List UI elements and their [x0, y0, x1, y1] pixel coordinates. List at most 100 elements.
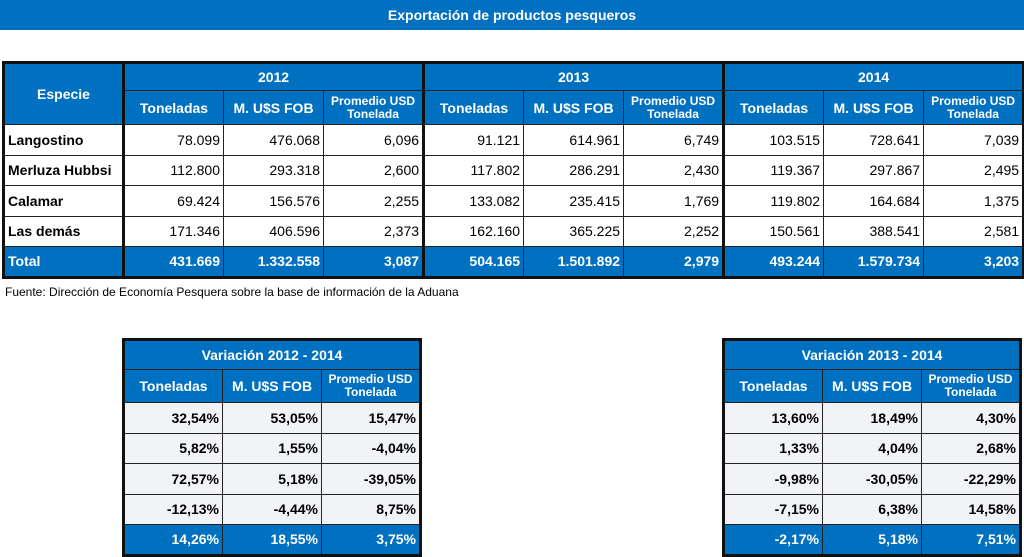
- value-cell: 235.415: [523, 185, 625, 217]
- percent-cell: 13,60%: [723, 402, 823, 434]
- total-cell: 5,18%: [822, 524, 922, 556]
- value-cell: 91.121: [422, 124, 525, 156]
- table-row: 5,82% 1,55% -4,04%: [123, 432, 421, 464]
- value-cell: 1,769: [623, 185, 725, 217]
- percent-cell: 72,57%: [123, 463, 223, 495]
- percent-cell: -30,05%: [822, 463, 922, 495]
- value-cell: 1,375: [923, 185, 1024, 217]
- value-cell: 164.684: [823, 185, 925, 217]
- value-cell: 297.867: [823, 154, 925, 186]
- percent-cell: 2,68%: [921, 432, 1021, 464]
- year-header: 2012: [121, 62, 425, 91]
- value-cell: 6,096: [322, 124, 425, 156]
- total-cell: 1.332.558: [223, 246, 324, 278]
- species-name: Merluza Hubbsi: [3, 154, 124, 186]
- page-title: Exportación de productos pesqueros: [0, 0, 1024, 30]
- source-note: Fuente: Dirección de Economía Pesquera s…: [5, 285, 459, 299]
- percent-cell: 14,58%: [921, 493, 1021, 525]
- percent-cell: 15,47%: [321, 402, 421, 434]
- column-header: Promedio USD Tonelada: [623, 90, 725, 125]
- value-cell: 293.318: [223, 154, 324, 186]
- value-cell: 476.068: [223, 124, 324, 156]
- percent-cell: 4,30%: [921, 402, 1021, 434]
- percent-cell: 18,49%: [822, 402, 922, 434]
- percent-cell: 5,18%: [222, 463, 322, 495]
- value-cell: 117.802: [422, 154, 525, 186]
- value-cell: 6,749: [623, 124, 725, 156]
- value-cell: 2,581: [923, 215, 1024, 247]
- species-name: Calamar: [3, 185, 124, 217]
- value-cell: 162.160: [422, 215, 525, 247]
- variation-table-2012-2014: Variación 2012 - 2014 Toneladas M. U$S FOB…: [122, 338, 422, 557]
- column-header: M. U$S FOB: [222, 369, 322, 403]
- column-header: Toneladas: [123, 369, 223, 403]
- value-cell: 286.291: [523, 154, 625, 186]
- table-row: 13,60% 18,49% 4,30%: [723, 402, 1021, 434]
- table-row: -12,13% -4,44% 8,75%: [123, 493, 421, 525]
- total-cell: -2,17%: [723, 524, 823, 556]
- value-cell: 728.641: [823, 124, 925, 156]
- percent-cell: -4,04%: [321, 432, 421, 464]
- column-header: M. U$S FOB: [823, 90, 925, 125]
- percent-cell: -9,98%: [723, 463, 823, 495]
- percent-cell: 6,38%: [822, 493, 922, 525]
- percent-cell: 1,33%: [723, 432, 823, 464]
- table-row: Merluza Hubbsi 112.800 293.318 2,600 117.802…: [3, 154, 1024, 186]
- column-header: Promedio USD Tonelada: [923, 90, 1024, 125]
- value-cell: 2,430: [623, 154, 725, 186]
- exports-table: Especie 2012 2013 2014 Toneladas M. U$S FOB Pr…: [2, 61, 1024, 279]
- total-cell: 2,979: [623, 246, 725, 278]
- year-header: 2013: [422, 62, 725, 91]
- total-cell: 7,51%: [921, 524, 1021, 556]
- table-row: 1,33% 4,04% 2,68%: [723, 432, 1021, 464]
- variation-title: Variación 2012 - 2014: [123, 339, 421, 370]
- value-cell: 69.424: [122, 185, 224, 217]
- percent-cell: -39,05%: [321, 463, 421, 495]
- percent-cell: 53,05%: [222, 402, 322, 434]
- table-row: Las demás 171.346 406.596 2,373 162.160 365.2…: [3, 215, 1024, 247]
- percent-cell: 1,55%: [222, 432, 322, 464]
- value-cell: 119.802: [722, 185, 825, 217]
- column-header: Toneladas: [422, 90, 525, 125]
- species-name: Langostino: [3, 124, 124, 156]
- total-cell: 3,75%: [321, 524, 421, 556]
- total-cell: 1.579.734: [823, 246, 925, 278]
- value-cell: 388.541: [823, 215, 925, 247]
- percent-cell: 5,82%: [123, 432, 223, 464]
- value-cell: 2,495: [923, 154, 1024, 186]
- value-cell: 365.225: [523, 215, 625, 247]
- percent-cell: 8,75%: [321, 493, 421, 525]
- table-row: Calamar 69.424 156.576 2,255 133.082 235.415 1…: [3, 185, 1024, 217]
- value-cell: 406.596: [223, 215, 324, 247]
- total-cell: 18,55%: [222, 524, 322, 556]
- value-cell: 119.367: [722, 154, 825, 186]
- especie-header: Especie: [3, 62, 124, 125]
- value-cell: 156.576: [223, 185, 324, 217]
- total-row: Total 431.669 1.332.558 3,087 504.165 1.501.8…: [3, 246, 1024, 278]
- header-row-columns: Toneladas M. U$S FOB Promedio USD Tonelada: [723, 369, 1021, 403]
- table-row: 32,54% 53,05% 15,47%: [123, 402, 421, 434]
- column-header: Promedio USD Tonelada: [921, 369, 1021, 403]
- column-header: M. U$S FOB: [223, 90, 324, 125]
- header-row-columns: Toneladas M. U$S FOB Promedio USD Tonelada…: [4, 90, 1024, 125]
- value-cell: 112.800: [122, 154, 224, 186]
- total-cell: 3,203: [923, 246, 1024, 278]
- total-row: 14,26% 18,55% 3,75%: [123, 524, 421, 556]
- value-cell: 2,600: [322, 154, 425, 186]
- percent-cell: -12,13%: [123, 493, 223, 525]
- total-cell: 431.669: [122, 246, 224, 278]
- column-header: M. U$S FOB: [822, 369, 922, 403]
- column-header: Toneladas: [723, 369, 823, 403]
- percent-cell: 4,04%: [822, 432, 922, 464]
- total-cell: 3,087: [322, 246, 425, 278]
- value-cell: 614.961: [523, 124, 625, 156]
- variation-title-row: Variación 2013 - 2014: [723, 339, 1021, 370]
- table-row: 72,57% 5,18% -39,05%: [123, 463, 421, 495]
- percent-cell: -22,29%: [921, 463, 1021, 495]
- total-cell: 14,26%: [123, 524, 223, 556]
- table-row: Langostino 78.099 476.068 6,096 91.121 614.96…: [3, 124, 1024, 156]
- table-row: -9,98% -30,05% -22,29%: [723, 463, 1021, 495]
- total-cell: 504.165: [422, 246, 525, 278]
- value-cell: 7,039: [923, 124, 1024, 156]
- value-cell: 2,373: [322, 215, 425, 247]
